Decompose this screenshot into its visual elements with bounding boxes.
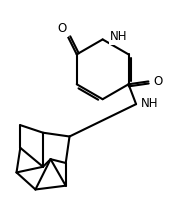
Text: O: O [153,75,162,88]
Text: NH: NH [110,30,128,43]
Text: NH: NH [141,97,158,110]
Text: O: O [153,75,162,88]
Text: O: O [57,22,66,35]
Text: O: O [57,22,66,35]
Text: NH: NH [141,97,158,110]
Text: NH: NH [110,30,128,43]
